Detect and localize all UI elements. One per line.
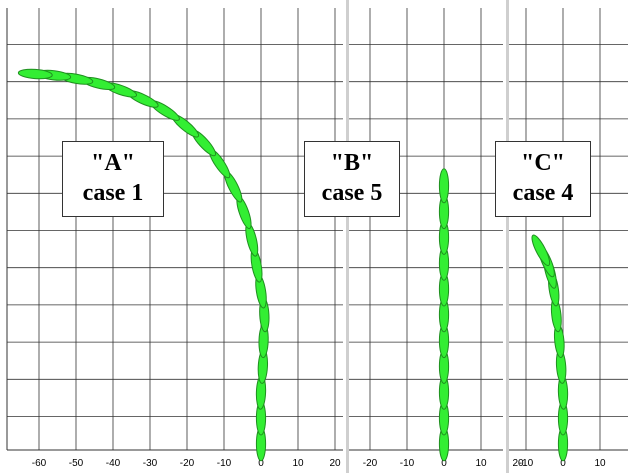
label-box-b: "B" case 5 xyxy=(304,141,400,217)
x-tick-label: -60 xyxy=(32,458,47,469)
label-box-c: "C" case 4 xyxy=(495,141,591,217)
ship-hull-mark xyxy=(245,222,259,257)
x-tick-label: -30 xyxy=(143,458,158,469)
ship-hull-mark xyxy=(438,168,450,204)
x-tick-label: 10 xyxy=(594,458,606,469)
label-caption-b: case 5 xyxy=(321,180,383,206)
x-tick-label: -10 xyxy=(519,458,534,469)
x-tick-label: -10 xyxy=(400,458,415,469)
panel-a: -60 -50 -40 -30 -20 -10 0 10 20 xyxy=(6,8,343,469)
label-title-a: "A" xyxy=(91,150,135,176)
label-caption-a: case 1 xyxy=(82,180,144,206)
x-tick-label: 10 xyxy=(292,458,304,469)
x-tick-label: -50 xyxy=(69,458,84,469)
panel-separator xyxy=(346,0,349,473)
x-tick-label: -20 xyxy=(180,458,195,469)
x-tick-label: -40 xyxy=(106,458,121,469)
x-tick-label: 20 xyxy=(512,458,524,469)
label-caption-c: case 4 xyxy=(512,180,574,206)
x-tick-label: 0 xyxy=(258,458,264,469)
label-title-b: "B" xyxy=(330,150,374,176)
x-tick-label: 20 xyxy=(329,458,341,469)
label-box-a: "A" case 1 xyxy=(62,141,164,217)
panel-c: -10 0 10 xyxy=(509,8,628,469)
x-tick-label: 0 xyxy=(560,458,566,469)
x-tick-label: 0 xyxy=(441,458,447,469)
ship-hull-mark xyxy=(531,234,551,267)
label-title-c: "C" xyxy=(521,150,565,176)
ship-hull-mark xyxy=(17,68,53,80)
x-tick-label: -10 xyxy=(217,458,232,469)
panel-separator xyxy=(506,0,509,473)
panel-b: -20 -10 0 10 20 xyxy=(349,8,524,469)
x-tick-label: 10 xyxy=(475,458,487,469)
x-tick-label: -20 xyxy=(363,458,378,469)
